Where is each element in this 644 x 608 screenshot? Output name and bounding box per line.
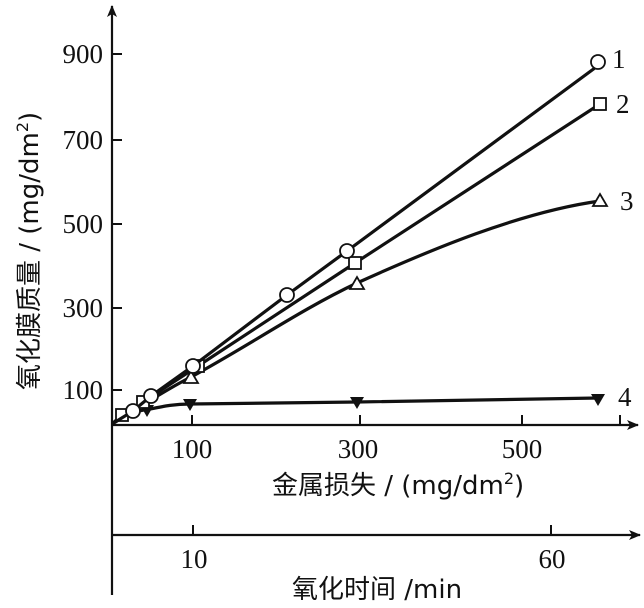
marker-square — [348, 256, 362, 270]
marker-triangle — [182, 369, 200, 384]
y-tick-100: 100 — [63, 375, 104, 405]
x-axis-oxidation-time: 10 60 氧化时间 /min — [112, 525, 641, 605]
marker-circle — [339, 243, 355, 259]
series-label-2: 2 — [616, 89, 630, 119]
series-label-4: 4 — [618, 382, 632, 412]
marker-triangle — [591, 192, 609, 207]
x-axis-metal-loss: 100 300 500 金属损失 / (mg/dm2) — [112, 415, 639, 501]
marker-triangle-down — [183, 399, 197, 411]
marker-circle — [125, 403, 141, 419]
marker-triangle-down — [350, 397, 364, 409]
x-tick-500: 500 — [502, 434, 543, 464]
series-label-3: 3 — [620, 186, 634, 216]
y-axis-title: 氧化膜质量 / (mg/dm2) — [13, 112, 45, 390]
y-tick-700: 700 — [63, 125, 104, 155]
marker-circle — [279, 287, 295, 303]
x-tick-300: 300 — [338, 434, 379, 464]
series-label-1: 1 — [612, 44, 626, 74]
marker-triangle — [348, 275, 366, 290]
y-tick-900: 900 — [63, 39, 104, 69]
marker-triangle-down — [591, 394, 605, 406]
series-4: 4 — [111, 382, 632, 426]
x2-axis-title: 氧化时间 /min — [292, 575, 462, 605]
series-3: 3 — [111, 186, 634, 426]
x-axis-title: 金属损失 / (mg/dm2) — [272, 469, 524, 501]
x2-tick-60: 60 — [539, 544, 566, 574]
y-axis: 900 700 500 300 100 氧化膜质量 / (mg/dm2) — [13, 5, 122, 595]
x2-tick-10: 10 — [181, 544, 208, 574]
marker-square — [593, 97, 607, 111]
y-tick-500: 500 — [63, 209, 104, 239]
x-tick-100: 100 — [172, 434, 213, 464]
y-tick-300: 300 — [63, 293, 104, 323]
marker-circle — [143, 388, 159, 404]
marker-circle — [590, 54, 606, 70]
marker-circle — [185, 358, 201, 374]
series-1: 1 — [111, 44, 626, 426]
